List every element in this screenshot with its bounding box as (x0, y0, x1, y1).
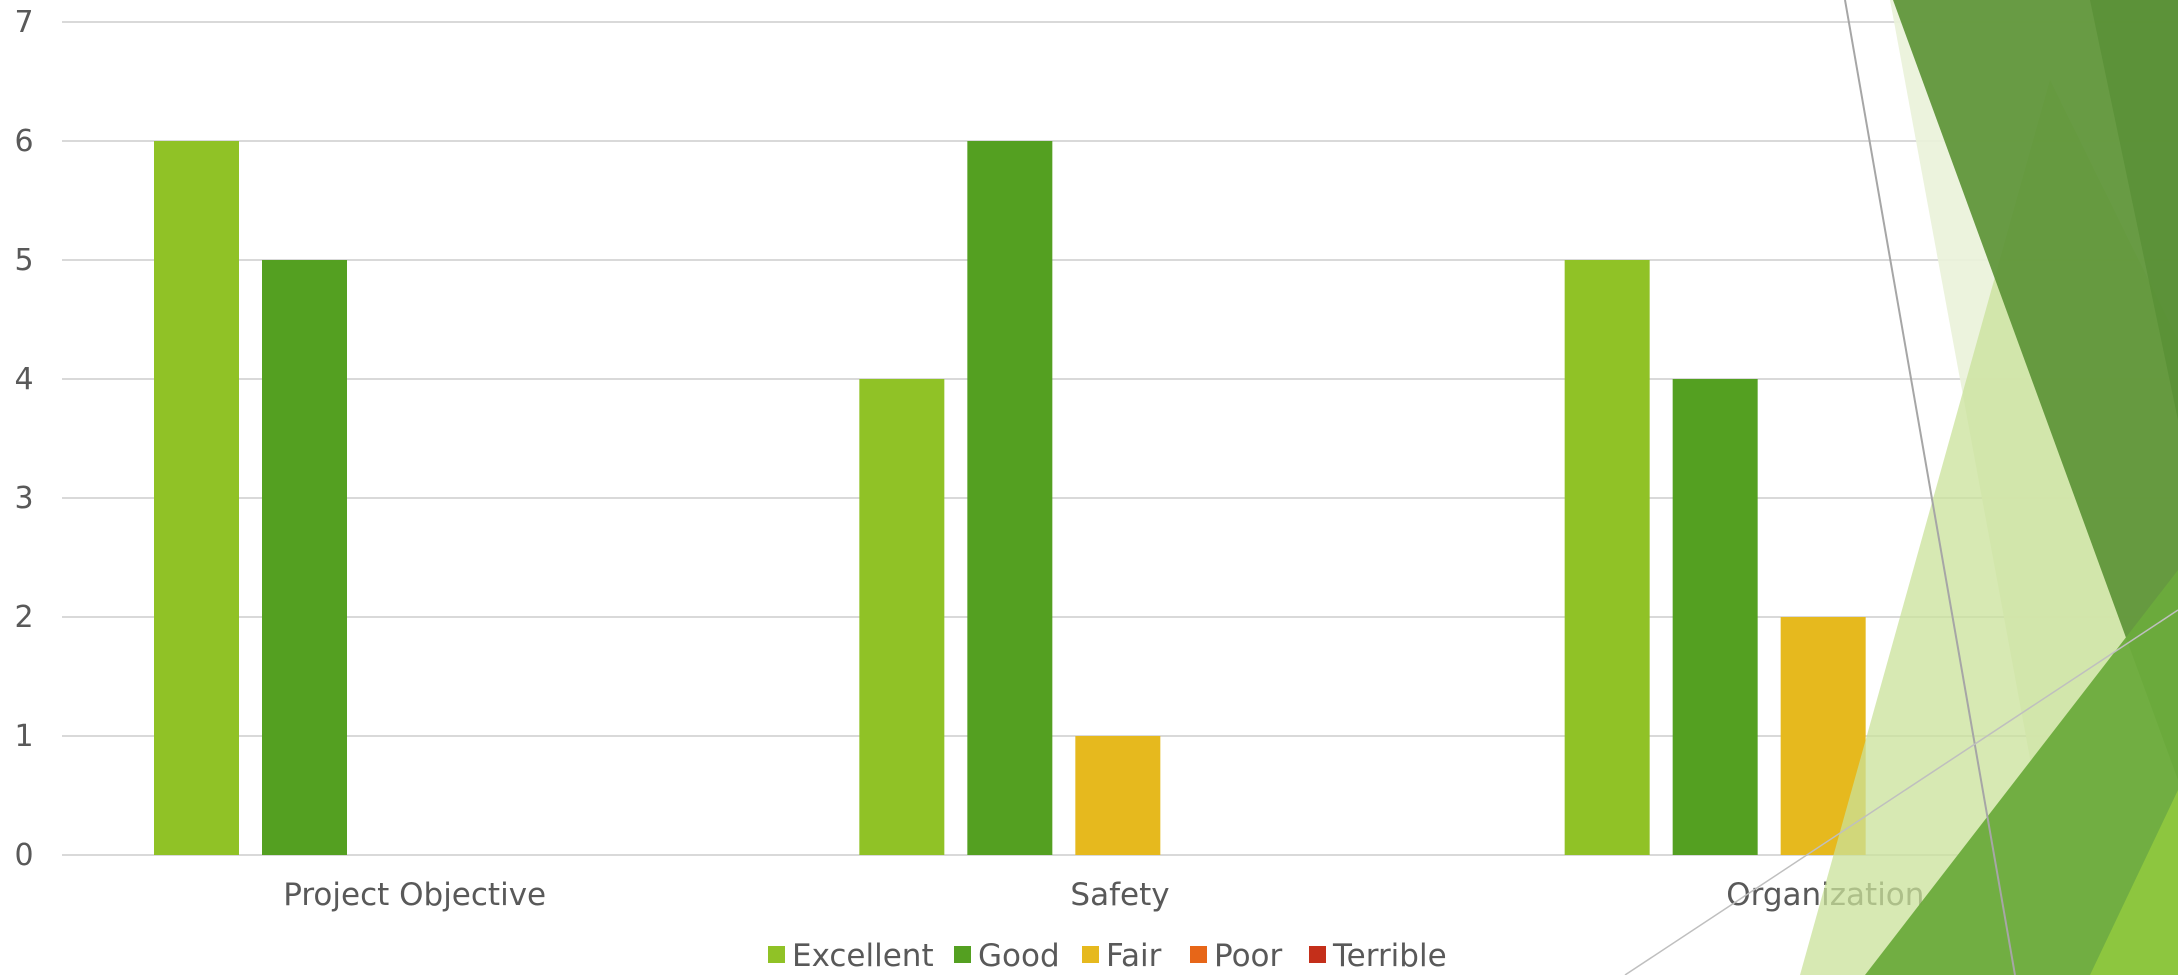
y-tick-label: 6 (14, 124, 33, 159)
legend-label-excellent: Excellent (792, 938, 934, 974)
bar-excellent-project-objective (154, 141, 239, 855)
legend-label-poor: Poor (1214, 938, 1283, 974)
decor-facet-bright (2090, 790, 2178, 975)
y-tick-label: 2 (14, 600, 33, 635)
legend-swatch-good (954, 946, 971, 963)
bar-good-organization (1672, 379, 1758, 855)
bar-excellent-safety (859, 379, 945, 855)
decor-facet-mid (2090, 0, 2178, 420)
y-tick-label: 3 (14, 481, 33, 516)
legend-label-terrible: Terrible (1332, 938, 1447, 974)
bars (154, 141, 1866, 855)
legend: Excellent Good Fair Poor Terrible (768, 938, 1447, 974)
x-tick-label: Project Objective (283, 877, 546, 913)
decor-line-2 (1624, 609, 2178, 975)
slide-decoration-facets (1624, 0, 2178, 975)
gridlines (62, 21, 2178, 856)
y-tick-label: 0 (14, 838, 33, 873)
decor-facet-green (1865, 570, 2178, 975)
legend-swatch-excellent (768, 946, 785, 963)
y-tick-label: 7 (14, 5, 33, 40)
y-tick-label: 5 (14, 243, 33, 278)
bar-fair-safety (1075, 736, 1161, 855)
decor-line-1 (1844, 0, 2016, 975)
y-tick-label: 4 (14, 362, 33, 397)
legend-swatch-poor (1190, 946, 1207, 963)
decor-facet-dark (1893, 0, 2178, 780)
legend-label-good: Good (978, 938, 1060, 974)
legend-swatch-fair (1082, 946, 1099, 963)
y-axis-tick-labels: 0 1 2 3 4 5 6 7 (14, 5, 33, 873)
legend-swatch-terrible (1309, 946, 1326, 963)
legend-label-fair: Fair (1106, 938, 1162, 974)
bar-excellent-organization (1564, 260, 1650, 855)
bar-good-project-objective (262, 260, 347, 855)
y-tick-label: 1 (14, 719, 33, 754)
bar-good-safety (967, 141, 1053, 855)
x-tick-label: Safety (1070, 877, 1169, 913)
x-axis-tick-labels: Project ObjectiveSafetyOrganization (283, 877, 1924, 913)
